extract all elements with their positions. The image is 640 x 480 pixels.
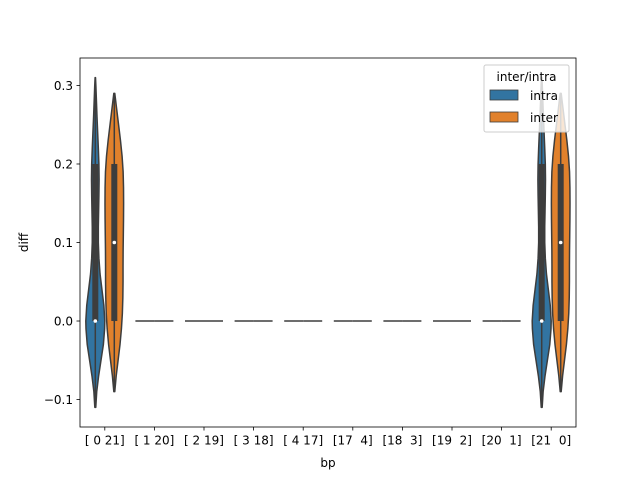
x-tick-label: [ 1 20] — [134, 434, 174, 448]
violin-iqr-box — [92, 163, 99, 322]
legend-title: inter/intra — [497, 70, 557, 84]
legend: inter/intra intra inter — [483, 64, 570, 133]
x-tick-label: [20 1] — [482, 434, 522, 448]
legend-swatch-inter — [489, 111, 519, 123]
x-tick-label: [ 3 18] — [234, 434, 274, 448]
y-tick-label: 0.0 — [54, 314, 73, 328]
axes-frame — [79, 57, 577, 428]
violin-median-dot — [93, 319, 98, 323]
x-axis-label: bp — [320, 456, 335, 470]
y-tick-label: −0.1 — [44, 393, 73, 407]
y-tick-label: 0.2 — [54, 157, 73, 171]
y-axis: −0.1 0.0 0.1 0.2 0.3 — [44, 79, 80, 407]
violin-iqr-box — [538, 163, 545, 322]
x-tick-label: [ 0 21] — [85, 434, 125, 448]
x-tick-label: [ 4 17] — [283, 434, 323, 448]
violin-median-dot — [558, 240, 563, 245]
x-tick-label: [21 0] — [531, 434, 571, 448]
legend-label-intra: intra — [530, 89, 558, 103]
x-tick-label: [18 3] — [382, 434, 422, 448]
x-tick-label: [19 2] — [432, 434, 472, 448]
legend-swatch-intra — [489, 89, 519, 101]
x-axis: [ 0 21] [ 1 20] [ 2 19] [ 3 18] [ 4 17] [17 4… — [85, 427, 571, 448]
legend-label-inter: inter — [530, 111, 558, 125]
violin-median-dot — [112, 240, 117, 245]
x-tick-label: [17 4] — [333, 434, 373, 448]
y-axis-label: diff — [17, 232, 31, 252]
x-tick-label: [ 2 19] — [184, 434, 224, 448]
y-tick-label: 0.1 — [54, 236, 73, 250]
y-tick-label: 0.3 — [54, 79, 73, 93]
violin-median-dot — [539, 319, 544, 323]
